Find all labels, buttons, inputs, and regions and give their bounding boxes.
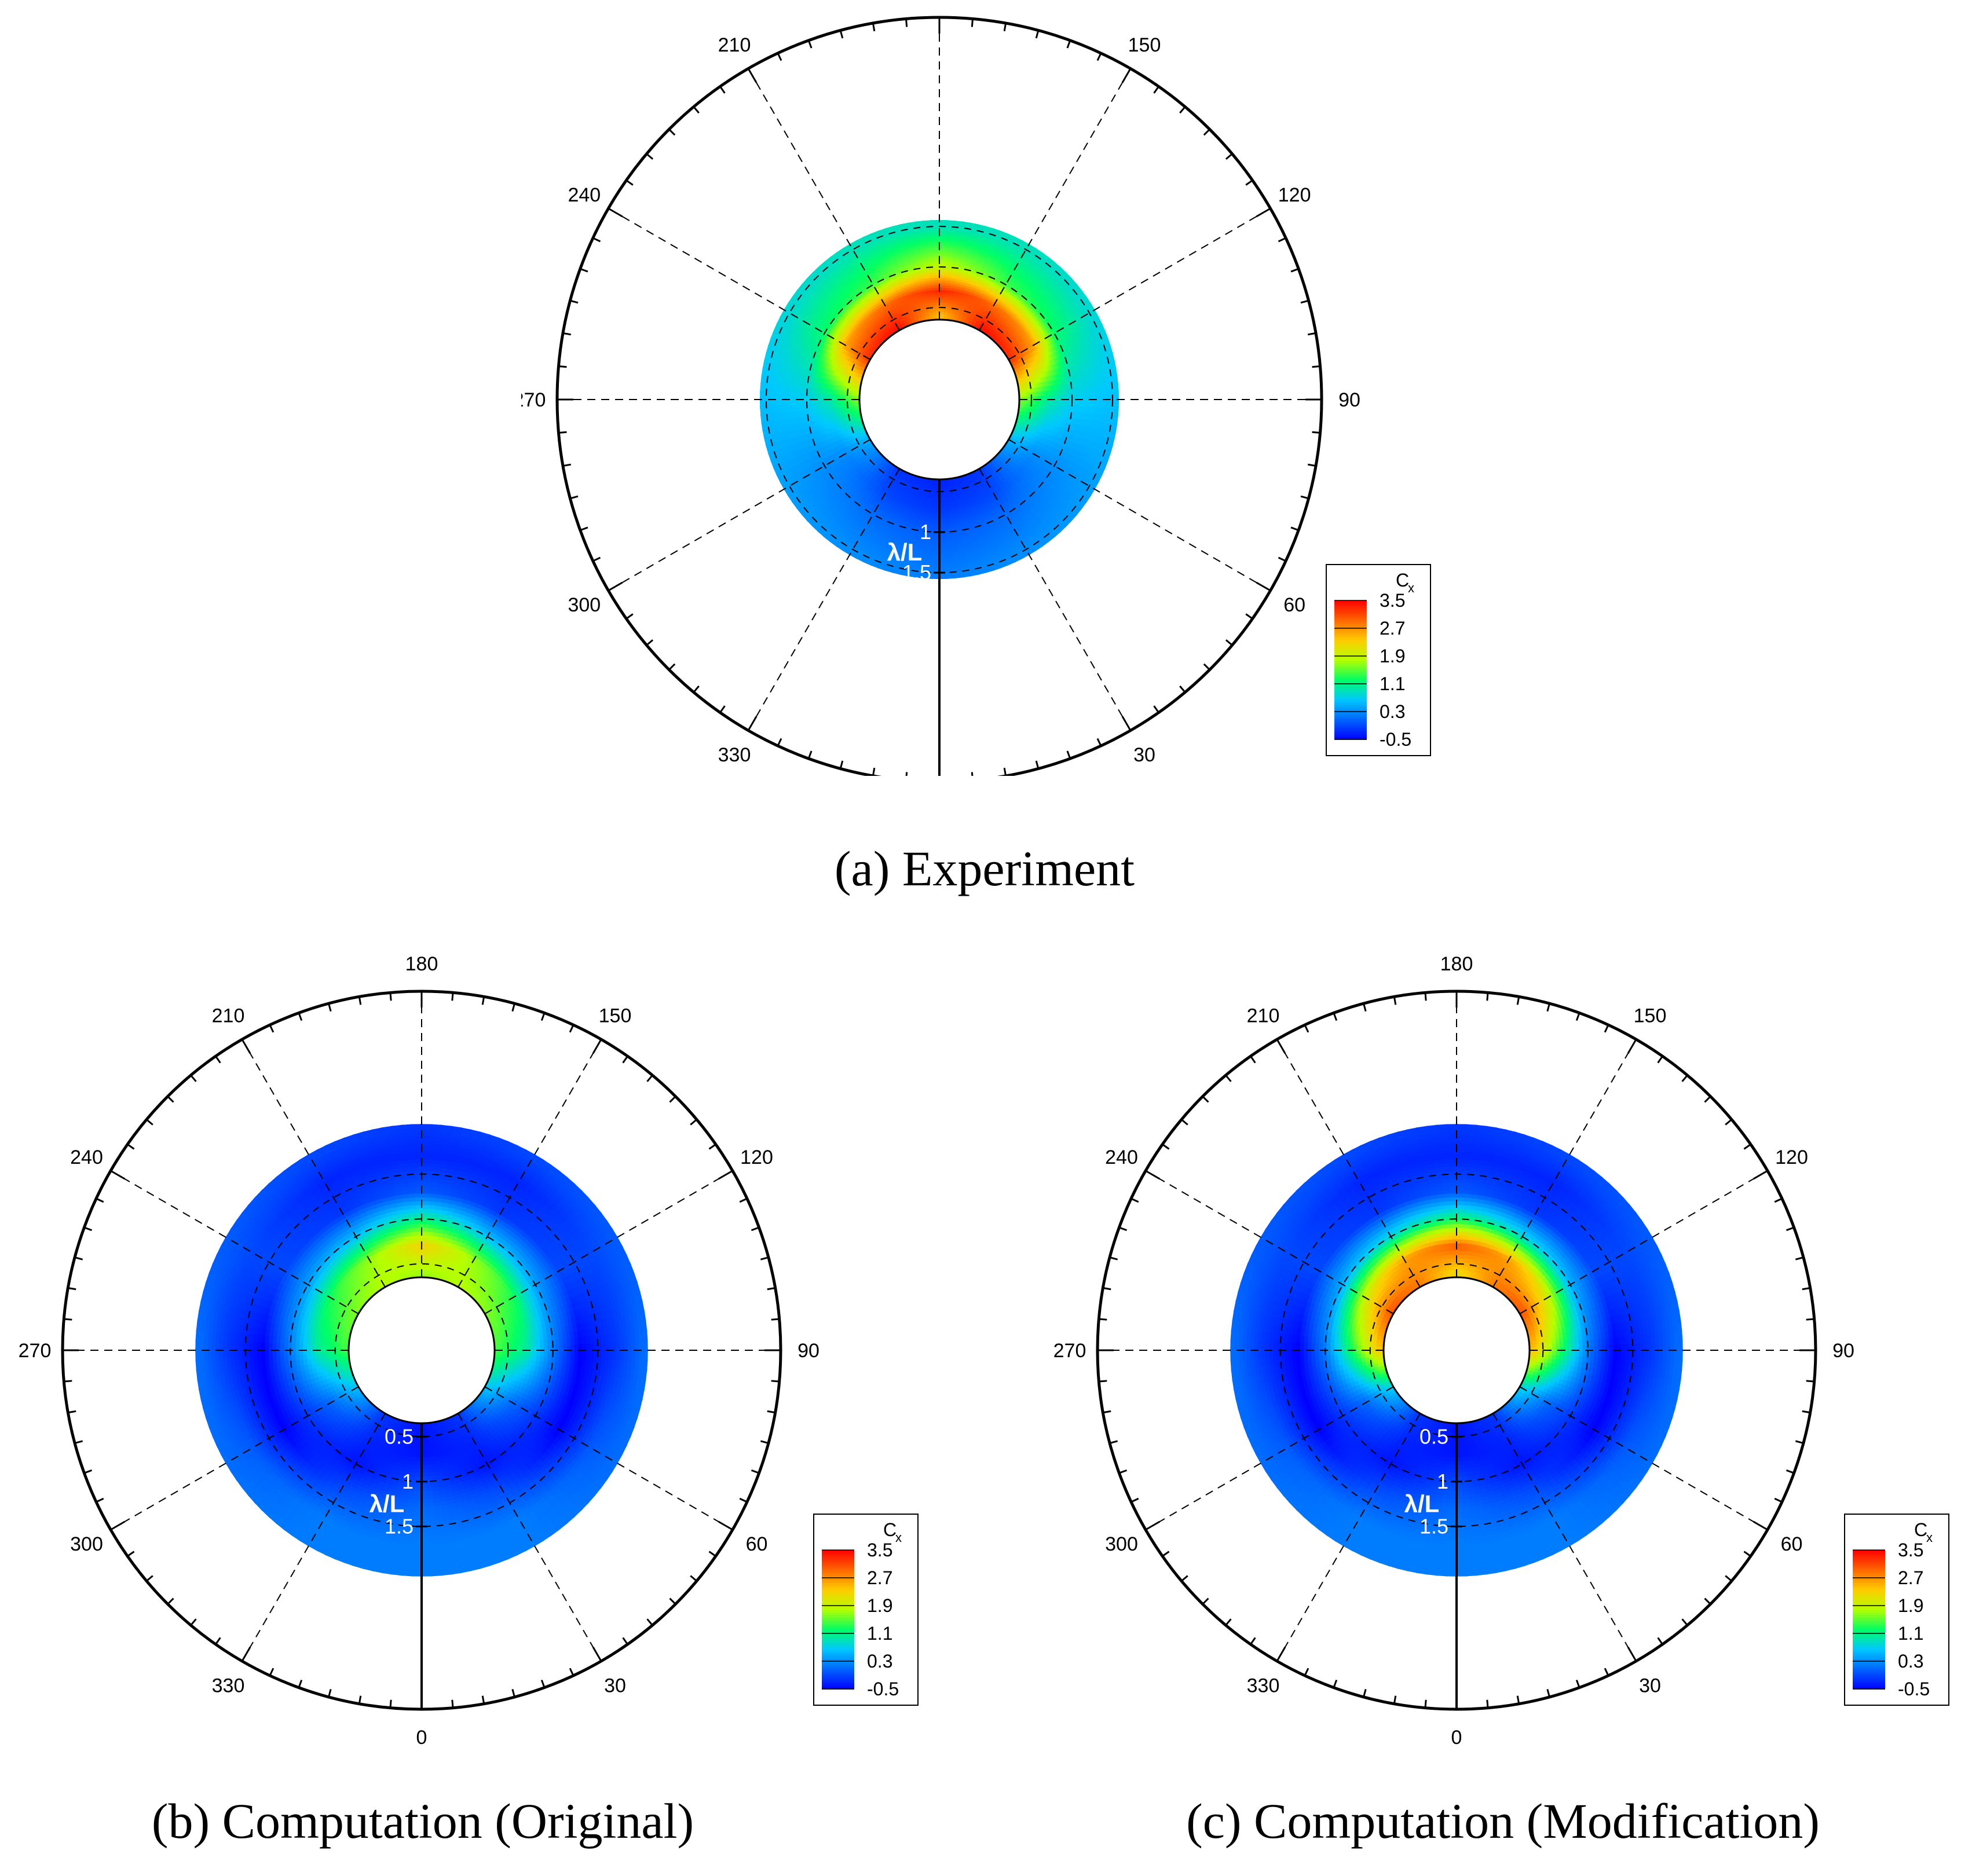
theta-tick-label: 0: [1451, 1727, 1462, 1749]
radial-tick-label: 1: [402, 1470, 414, 1493]
colorbar: Cx3.5 2.7 1.9 1.1 0.3 -0.5: [1326, 564, 1431, 756]
theta-tick-label: 240: [568, 184, 601, 206]
colorbar-level-label: 3.5: [1380, 590, 1405, 611]
colorbar-level-label: -0.5: [1898, 1679, 1930, 1699]
theta-tick-label: 30: [1639, 1675, 1661, 1697]
polar-contour-plot: 0 30 60 90 120 150 180 210 240 270 300 330 0.5 1 1.5λ/…: [19, 953, 919, 1749]
theta-tick-label: 300: [568, 594, 601, 616]
theta-tick-label: 150: [599, 1005, 632, 1027]
caption-computation-modification: (c) Computation (Modification): [1186, 1793, 1820, 1849]
theta-tick-label: 270: [1053, 1340, 1086, 1362]
theta-tick-label: 210: [718, 34, 751, 56]
contour-field: [195, 1124, 648, 1577]
colorbar-title-sub: x: [1408, 581, 1414, 595]
colorbar-level-label: 2.7: [1380, 618, 1405, 639]
theta-tick-label: 240: [1105, 1146, 1138, 1168]
theta-tick-label: 270: [19, 1340, 52, 1362]
caption-computation-original: (b) Computation (Original): [151, 1793, 694, 1849]
inner-hole: [858, 318, 1020, 481]
polar-grid: [1097, 991, 1816, 1709]
theta-tick-label: 210: [212, 1005, 245, 1027]
panel-computation-original: 0 30 60 90 120 150 180 210 240 270 300 330 0.5 1 1.5 λ/…: [0, 892, 973, 1749]
theta-tick-label: 60: [746, 1533, 768, 1555]
theta-tick-label: 90: [1832, 1340, 1854, 1362]
colorbar-title: C: [1914, 1519, 1927, 1540]
radial-tick-label: 1: [1437, 1470, 1448, 1493]
radial-tick-label: 0.5: [385, 1424, 414, 1448]
theta-tick-label: 0: [416, 1727, 427, 1749]
theta-tick-label: 180: [405, 953, 438, 975]
colorbar-level-label: 2.7: [867, 1567, 892, 1588]
panel-computation-modification: 0 30 60 90 120 150 180 210 240 270 300 330 0.5 1 1.5 λ/…: [985, 892, 1961, 1749]
theta-tick-label: 120: [1775, 1146, 1808, 1168]
theta-tick-label: 240: [70, 1146, 103, 1168]
theta-tick-label: 330: [212, 1675, 245, 1697]
theta-tick-label: 330: [718, 744, 751, 766]
polar-grid: [63, 991, 781, 1709]
theta-tick-label: 150: [1128, 34, 1161, 56]
theta-tick-label: 120: [740, 1146, 773, 1168]
radial-tick-label: 1.5: [902, 560, 931, 584]
colorbar: Cx3.5 2.7 1.9 1.1 0.3 -0.5: [1844, 1514, 1949, 1706]
theta-tick-label: 90: [1338, 389, 1360, 411]
theta-tick-label: 120: [1278, 184, 1311, 206]
colorbar-level-label: 3.5: [1898, 1540, 1923, 1560]
radial-tick-label: 1.5: [1419, 1514, 1448, 1538]
colorbar-level-label: 0.3: [867, 1651, 892, 1672]
inner-hole: [347, 1276, 496, 1424]
theta-tick-label: 150: [1634, 1005, 1667, 1027]
contour-field: [1230, 1124, 1683, 1577]
radial-tick-label: 1: [920, 520, 931, 544]
colorbar-level-label: 3.5: [867, 1540, 892, 1560]
theta-tick-label: 90: [797, 1340, 819, 1362]
inner-hole: [1382, 1276, 1531, 1424]
colorbar-title: C: [883, 1519, 897, 1540]
colorbar-level-label: 1.9: [1898, 1595, 1923, 1616]
caption-experiment: (a) Experiment: [834, 841, 1135, 896]
theta-tick-label: 300: [70, 1533, 103, 1555]
colorbar-level-label: 1.9: [1380, 646, 1405, 666]
theta-tick-label: 60: [1781, 1533, 1803, 1555]
theta-tick-label: 210: [1247, 1005, 1280, 1027]
colorbar-title-sub: x: [895, 1530, 902, 1545]
colorbar-level-label: 0.3: [1380, 701, 1405, 722]
radial-tick-label: 1.5: [385, 1514, 414, 1538]
theta-tick-label: 30: [604, 1675, 626, 1697]
theta-tick-label: 30: [1133, 744, 1155, 766]
radial-axis-label: λ/L: [369, 1490, 405, 1518]
theta-tick-label: 270: [521, 389, 546, 411]
theta-tick-label: 300: [1105, 1533, 1138, 1555]
colorbar-level-label: 1.1: [1380, 673, 1405, 694]
colorbar: Cx3.5 2.7 1.9 1.1 0.3 -0.5: [813, 1514, 919, 1706]
theta-tick-label: 180: [923, 0, 956, 1]
colorbar-level-label: 1.1: [1898, 1623, 1923, 1644]
colorbar-level-label: 0.3: [1898, 1651, 1923, 1672]
theta-tick-label: 60: [1283, 594, 1305, 616]
polar-contour-plot: 0 30 60 90 120 150 180 210 240 270 300 330 0.5 1 1.5λ/…: [1053, 953, 1949, 1749]
colorbar-level-label: 2.7: [1898, 1567, 1923, 1588]
colorbar-level-label: 1.9: [867, 1595, 892, 1616]
colorbar-title: C: [1396, 570, 1409, 591]
radial-axis-label: λ/L: [887, 538, 923, 566]
theta-tick-label: 180: [1440, 953, 1473, 975]
radial-tick-label: 0.5: [1419, 1424, 1448, 1448]
polar-contour-plot: 030609012015018021024027030033011.5λ/LCx…: [513, 0, 1431, 821]
colorbar-level-label: -0.5: [867, 1679, 899, 1699]
theta-tick-label: 330: [1247, 1675, 1280, 1697]
radial-axis-label: λ/L: [1404, 1490, 1440, 1518]
panel-experiment: 030609012015018021024027030033011.5λ/LCx…: [513, 0, 1448, 821]
colorbar-level-label: -0.5: [1380, 729, 1411, 750]
colorbar-title-sub: x: [1926, 1530, 1933, 1545]
colorbar-level-label: 1.1: [867, 1623, 892, 1644]
